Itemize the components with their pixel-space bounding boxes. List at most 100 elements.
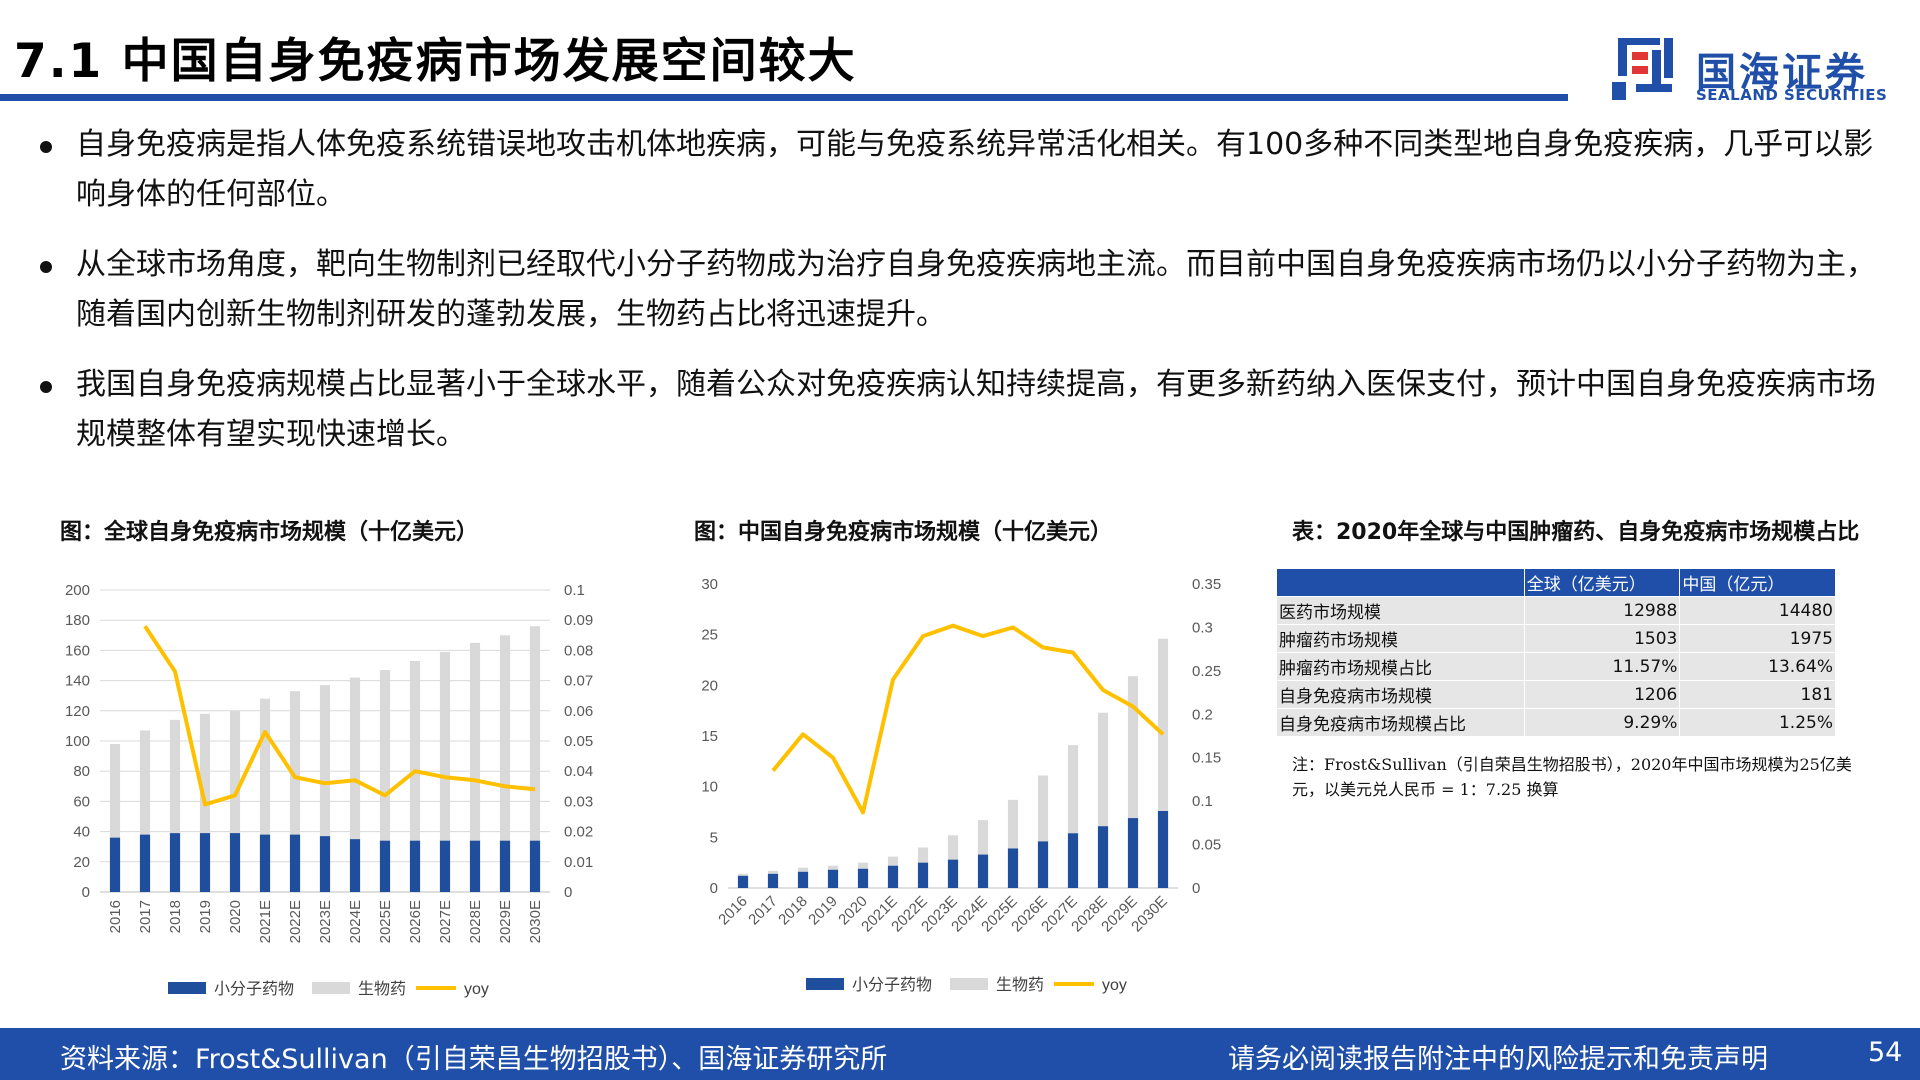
legend-label: yoy <box>464 981 489 998</box>
y-tick-label: 5 <box>710 829 718 846</box>
legend-swatch-small-molecule <box>806 978 844 990</box>
y-tick-label: 100 <box>65 733 90 750</box>
biologic-bar <box>199 713 211 834</box>
footer-bar: 资料来源：Frost&Sullivan（引自荣昌生物招股书）、国海证券研究所 请… <box>0 1028 1920 1080</box>
y2-tick-label: 0.02 <box>564 824 593 841</box>
x-tick-label: 2030E <box>527 900 544 943</box>
y2-tick-label: 0.1 <box>1192 793 1213 810</box>
x-tick-label: 2025E <box>377 900 394 943</box>
small-molecule-bar <box>469 840 481 892</box>
small-molecule-bar <box>1037 841 1049 888</box>
biologic-bar <box>737 873 749 876</box>
x-tick-label: 2019 <box>197 900 214 933</box>
small-molecule-bar <box>977 854 989 888</box>
x-tick-label: 2028E <box>467 900 484 943</box>
biologic-bar <box>1067 745 1079 834</box>
table-row: 肿瘤药市场规模 1503 1975 <box>1276 624 1836 653</box>
bullet-text: 我国自身免疫病规模占比显著小于全球水平，随着公众对免疫疾病认知持续提高，有更多新… <box>76 367 1876 452</box>
biologic-bar <box>469 642 481 841</box>
x-tick-label: 2029E <box>497 900 514 943</box>
y-tick-label: 25 <box>701 627 718 644</box>
x-tick-label: 2026E <box>407 900 424 943</box>
legend-swatch-biologic <box>312 982 350 994</box>
small-molecule-bar <box>289 834 301 892</box>
footer-disclaimer: 请务必阅读报告附注中的风险提示和免责声明 <box>1228 1044 1768 1075</box>
table-title: 表：2020年全球与中国肿瘤药、自身免疫病市场规模占比 <box>1292 520 1860 545</box>
x-tick-label: 2018 <box>167 900 184 933</box>
global-chart-title: 图：全球自身免疫病市场规模（十亿美元） <box>60 520 479 545</box>
footer-source: 资料来源：Frost&Sullivan（引自荣昌生物招股书）、国海证券研究所 <box>60 1044 888 1075</box>
small-molecule-bar <box>529 840 541 892</box>
bullet-text: 自身免疫病是指人体免疫系统错误地攻击机体地疾病，可能与免疫系统异常活化相关。有1… <box>76 127 1874 212</box>
biologic-bar <box>499 635 511 841</box>
title-rule <box>0 94 1568 101</box>
legend-label: 小分子药物 <box>852 976 932 994</box>
yoy-line <box>143 625 536 807</box>
biologic-bar <box>857 862 869 869</box>
table-cell-value: 9.29% <box>1523 708 1681 737</box>
x-tick-label: 2016 <box>107 900 124 933</box>
table-cell-value: 1503 <box>1523 624 1681 653</box>
table-header-row: 全球（亿美元） 中国（亿元） <box>1276 568 1836 597</box>
x-tick-label: 2020 <box>227 900 244 933</box>
y-tick-label: 0 <box>710 880 718 897</box>
table-cell-value: 181 <box>1679 680 1836 709</box>
y2-tick-label: 0.15 <box>1192 750 1221 767</box>
table-cell-value: 1.25% <box>1679 708 1836 737</box>
bullet-text: 从全球市场角度，靶向生物制剂已经取代小分子药物成为治疗自身免疫疾病地主流。而目前… <box>76 247 1876 332</box>
x-tick-label: 2017 <box>745 893 781 929</box>
market-share-table: 全球（亿美元） 中国（亿元） 医药市场规模 12988 14480 肿瘤药市场规… <box>1276 568 1836 737</box>
small-molecule-bar <box>259 834 271 892</box>
table-cell-label: 医药市场规模 <box>1276 596 1525 625</box>
biologic-bar <box>289 691 301 835</box>
table-cell-label: 自身免疫病市场规模占比 <box>1276 708 1525 737</box>
table-row: 自身免疫病市场规模占比 9.29% 1.25% <box>1276 708 1836 737</box>
y2-tick-label: 0.3 <box>1192 619 1213 636</box>
y2-tick-label: 0.09 <box>564 612 593 629</box>
small-molecule-bar <box>827 869 839 888</box>
y2-tick-label: 0.1 <box>564 582 585 599</box>
biologic-bar <box>1127 676 1139 819</box>
y-tick-label: 20 <box>701 677 718 694</box>
biologic-bar <box>259 698 271 835</box>
small-molecule-bar <box>797 871 809 888</box>
x-tick-label: 2023E <box>317 900 334 943</box>
page-number: 54 <box>1868 1037 1903 1068</box>
bullet-list: 自身免疫病是指人体免疫系统错误地攻击机体地疾病，可能与免疫系统异常活化相关。有1… <box>36 120 1876 480</box>
small-molecule-bar <box>1067 833 1079 888</box>
x-tick-label: 2018 <box>775 893 811 929</box>
legend-swatch-small-molecule <box>168 982 206 994</box>
y-tick-label: 10 <box>701 779 718 796</box>
china-chart-title: 图：中国自身免疫病市场规模（十亿美元） <box>694 520 1113 545</box>
biologic-bar <box>767 870 779 874</box>
table-cell-label: 自身免疫病市场规模 <box>1276 680 1525 709</box>
y2-tick-label: 0.25 <box>1192 663 1221 680</box>
y-tick-label: 30 <box>701 576 718 593</box>
bullet-item: 我国自身免疫病规模占比显著小于全球水平，随着公众对免疫疾病认知持续提高，有更多新… <box>36 360 1876 460</box>
small-molecule-bar <box>857 868 869 888</box>
biologic-bar <box>319 685 331 837</box>
y2-tick-label: 0.03 <box>564 793 593 810</box>
y2-tick-label: 0.05 <box>1192 837 1221 854</box>
biologic-bar <box>1007 799 1019 849</box>
x-tick-label: 2022E <box>287 900 304 943</box>
small-molecule-bar <box>169 833 181 892</box>
page-title: 7.1 中国自身免疫病市场发展空间较大 <box>14 34 857 89</box>
biologic-bar <box>1157 638 1169 811</box>
table-cell-value: 1975 <box>1679 624 1836 653</box>
table-cell-value: 13.64% <box>1679 652 1836 681</box>
small-molecule-bar <box>319 836 331 892</box>
small-molecule-bar <box>1007 848 1019 888</box>
table-row: 肿瘤药市场规模占比 11.57% 13.64% <box>1276 652 1836 681</box>
biologic-bar <box>1037 775 1049 842</box>
x-tick-label: 2024E <box>347 900 364 943</box>
table-cell-value: 12988 <box>1523 596 1681 625</box>
small-molecule-bar <box>947 859 959 888</box>
legend-label: yoy <box>1102 977 1127 994</box>
biologic-bar <box>977 820 989 855</box>
bullet-dot-icon <box>40 141 52 153</box>
biologic-bar <box>139 730 151 835</box>
small-molecule-bar <box>379 840 391 892</box>
y2-tick-label: 0.06 <box>564 703 593 720</box>
y2-tick-label: 0.08 <box>564 642 593 659</box>
